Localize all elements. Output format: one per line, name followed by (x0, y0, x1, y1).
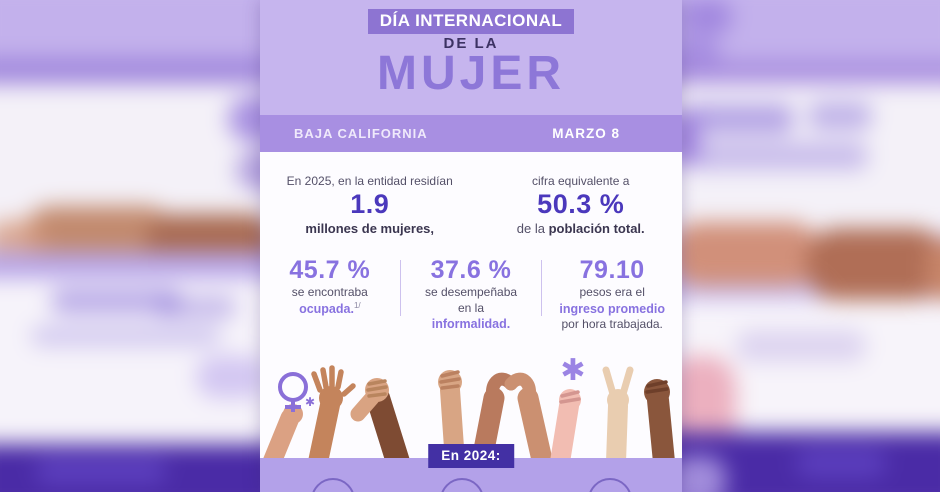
stat-caption: de la población total. (479, 221, 682, 236)
blur-blob (736, 330, 866, 362)
stat-value: 79.10 (579, 256, 645, 284)
hand-open-palm (308, 365, 356, 458)
stat-line: se encontraba (291, 285, 368, 299)
blur-blob (796, 448, 886, 478)
stat-informality: 37.6 % se desempeñaba en la informalidad… (401, 248, 541, 352)
infographic-panel: DÍA INTERNACIONAL DE LA MUJER BAJA CALIF… (260, 0, 682, 492)
page-title: MUJER (376, 47, 566, 100)
blur-blob (0, 252, 264, 278)
sparkle-icon: ✱ (305, 395, 315, 409)
stat-population: En 2025, en la entidad residían 1.9 mill… (260, 152, 479, 248)
stat-line: se desempeñaba (424, 285, 518, 299)
hand-peace-sign (602, 366, 634, 458)
stat-value: 50.3 % (537, 189, 625, 219)
divider (540, 260, 543, 316)
event-date: MARZO 8 (552, 126, 620, 141)
flower-icon: ✱ (560, 354, 585, 387)
stat-income: 79.10 pesos era el ingreso promedio por … (542, 248, 682, 352)
caption-bold: población total. (548, 221, 645, 236)
poster-header: DÍA INTERNACIONAL DE LA MUJER (260, 0, 682, 115)
hands-illustration: ✱ (263, 354, 675, 458)
partial-badge-icon (440, 478, 484, 492)
stat-accent: informalidad. (431, 317, 511, 332)
stat-value: 37.6 % (430, 256, 512, 284)
blur-blob (676, 456, 726, 492)
blur-blob (688, 142, 868, 170)
title-kicker: DÍA INTERNACIONAL (367, 9, 575, 34)
blur-blob (808, 102, 872, 130)
stat-employment: 45.7 % se encontraba ocupada.1/ (260, 248, 400, 352)
blur-blob (36, 458, 166, 484)
stat-caption: millones de mujeres, (305, 221, 435, 236)
partial-badge-icon (311, 478, 355, 492)
blur-blob (51, 288, 181, 314)
blur-blob (676, 222, 820, 286)
blur-blob (926, 238, 940, 302)
state-name: BAJA CALIFORNIA (294, 126, 428, 141)
state-date-band: BAJA CALIFORNIA MARZO 8 (260, 115, 682, 152)
stat-population-share: cifra equivalente a 50.3 % de la poblaci… (479, 152, 682, 248)
blur-blob (684, 104, 794, 134)
blur-blob (0, 58, 264, 84)
blur-blob (196, 356, 264, 398)
blur-blob (806, 228, 940, 300)
divider (399, 260, 402, 316)
hand-holding-flower: ✱ (550, 354, 586, 458)
stat-value: 1.9 (350, 189, 390, 219)
blurred-backdrop-right (676, 0, 940, 492)
blur-blob (236, 150, 264, 190)
venus-symbol-icon (278, 372, 308, 412)
stat-intro: En 2025, en la entidad residían (286, 174, 453, 188)
hands-clasped (350, 378, 410, 458)
hand-raised-fist (644, 379, 675, 458)
caption-plain: de la (516, 221, 545, 236)
year-label: En 2024: (428, 444, 514, 468)
title-connector: DE LA (443, 35, 499, 52)
blur-blob (676, 60, 940, 84)
stat-accent: ingreso promedio (559, 301, 665, 316)
partial-badge-icon (588, 478, 632, 492)
blurred-backdrop-left (0, 0, 264, 492)
hand-holding-venus: ✱ (263, 372, 315, 458)
blur-blob (31, 326, 221, 346)
stat-accent: ocupada.1/ (299, 300, 361, 316)
stat-value: 45.7 % (289, 256, 371, 284)
stat-line: en la (457, 300, 485, 315)
blur-blob (682, 0, 732, 34)
stat-line: por hora trabajada. (561, 316, 663, 331)
stat-intro: cifra equivalente a (532, 174, 630, 188)
population-stats-row: En 2025, en la entidad residían 1.9 mill… (260, 152, 682, 248)
footnote-marker: 1/ (353, 300, 361, 310)
blur-blob (228, 96, 264, 142)
stat-line: pesos era el (579, 285, 645, 299)
blur-blob (156, 296, 236, 318)
labor-stats-row: 45.7 % se encontraba ocupada.1/ 37.6 % s… (260, 248, 682, 352)
